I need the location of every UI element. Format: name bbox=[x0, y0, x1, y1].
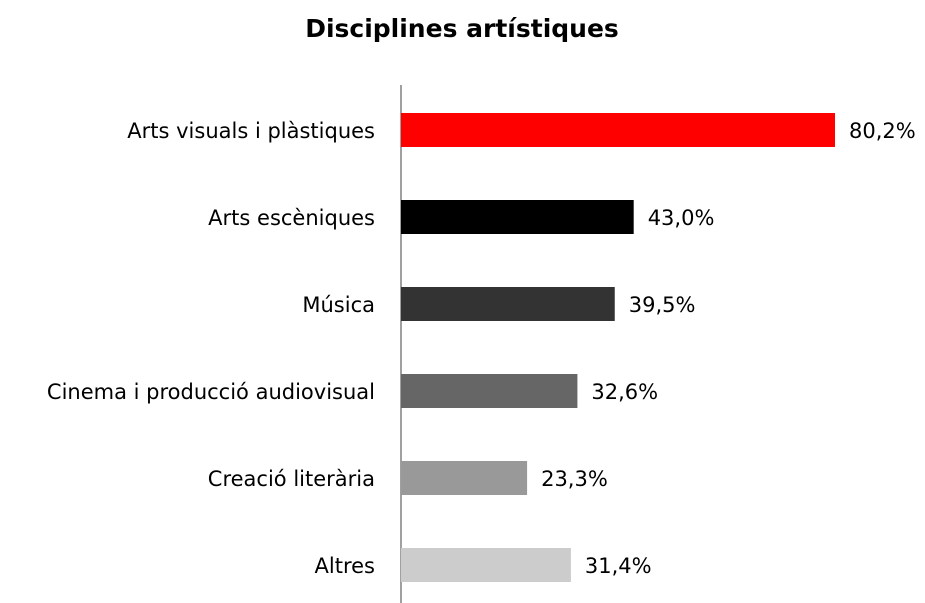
value-label: 32,6% bbox=[591, 380, 658, 404]
value-label: 31,4% bbox=[585, 554, 652, 578]
category-label: Creació literària bbox=[208, 467, 375, 491]
value-label: 43,0% bbox=[648, 206, 715, 230]
bar bbox=[401, 287, 615, 321]
value-label: 23,3% bbox=[541, 467, 608, 491]
category-label: Arts escèniques bbox=[208, 206, 375, 230]
bar bbox=[401, 461, 528, 495]
value-label: 39,5% bbox=[629, 293, 696, 317]
bar bbox=[401, 200, 634, 234]
bar bbox=[401, 374, 578, 408]
category-label: Arts visuals i plàstiques bbox=[127, 119, 375, 143]
chart-title: Disciplines artístiques bbox=[305, 14, 619, 43]
bar bbox=[401, 113, 835, 147]
bar bbox=[401, 548, 571, 582]
category-label: Cinema i producció audiovisual bbox=[47, 380, 375, 404]
category-label: Música bbox=[302, 293, 375, 317]
value-label: 80,2% bbox=[849, 119, 916, 143]
category-label: Altres bbox=[315, 554, 375, 578]
